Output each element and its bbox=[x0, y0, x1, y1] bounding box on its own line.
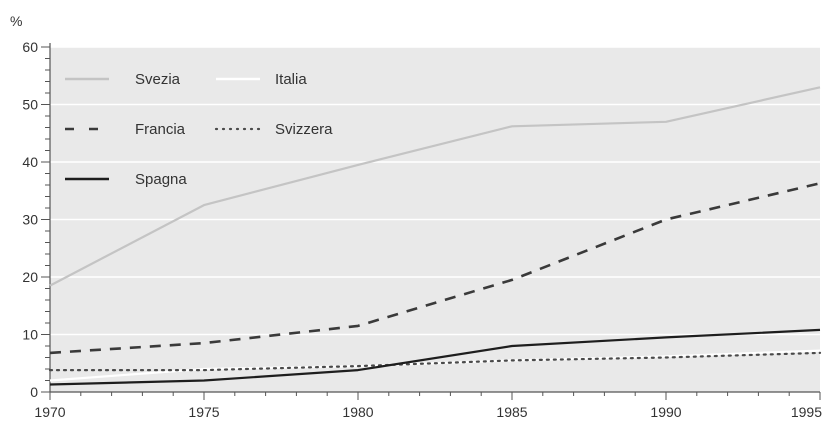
series-line-svezia bbox=[49, 86, 821, 287]
y-tick-label: 50 bbox=[22, 97, 38, 113]
y-axis-unit-label: % bbox=[10, 13, 22, 29]
x-tick-label: 1975 bbox=[188, 404, 219, 420]
y-tick-label: 10 bbox=[22, 327, 38, 343]
y-tick-label: 0 bbox=[30, 384, 38, 400]
series-line-spagna bbox=[49, 328, 821, 386]
legend-label-svizzera: Svizzera bbox=[275, 121, 333, 138]
axes bbox=[49, 43, 820, 393]
legend-label-francia: Francia bbox=[135, 121, 186, 138]
y-tick-label: 30 bbox=[22, 212, 38, 228]
x-tick-label: 1990 bbox=[650, 404, 681, 420]
x-tick-label: 1995 bbox=[791, 404, 822, 420]
x-tick-label: 1985 bbox=[496, 404, 527, 420]
series-line-francia bbox=[49, 182, 821, 355]
x-tick-label: 1980 bbox=[342, 404, 373, 420]
y-tick-label: 40 bbox=[22, 154, 38, 170]
y-tick-label: 20 bbox=[22, 269, 38, 285]
series-lines bbox=[48, 86, 822, 386]
legend-label-italia: Italia bbox=[275, 71, 307, 88]
legend-label-svezia: Svezia bbox=[135, 71, 181, 88]
legend-label-spagna: Spagna bbox=[135, 171, 187, 188]
x-axis-ticks: 1970 1975 1980 1985 1990 1995 bbox=[34, 392, 822, 420]
x-tick-label: 1970 bbox=[34, 404, 65, 420]
y-tick-label: 60 bbox=[22, 39, 38, 55]
legend: Svezia Italia Francia Svizzera Spagna bbox=[65, 71, 333, 188]
y-axis-ticks: 0 10 20 30 40 50 60 bbox=[22, 39, 50, 400]
series-line-svizzera bbox=[48, 351, 822, 372]
